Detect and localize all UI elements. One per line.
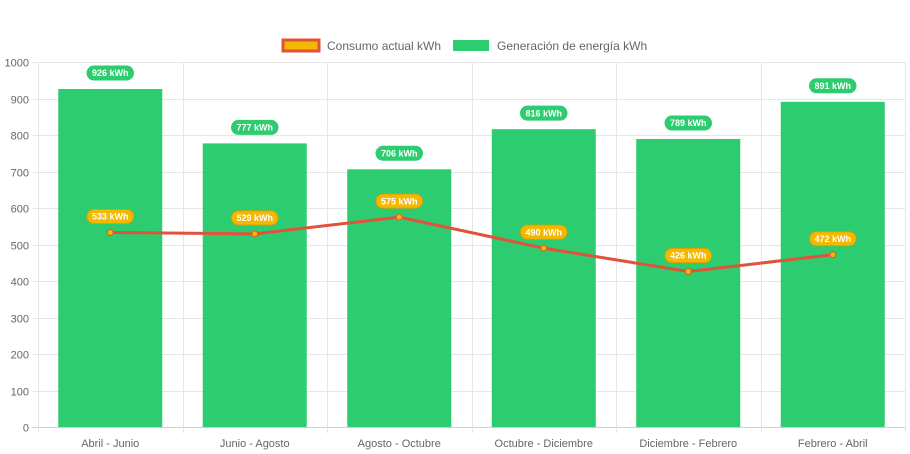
y-tick-label: 300 [11,314,29,326]
y-tick-label: 600 [11,204,29,216]
data-label: 891 kWh [808,78,857,94]
data-label-badge [86,65,135,81]
legend-item[interactable]: Consumo actual kWh [281,38,441,53]
data-label-text: 926 kWh [92,68,129,78]
consumption-line [110,215,833,274]
data-labels: 926 kWh 777 kWh 706 kWh 816 kWh 789 kWh 891 k… [86,65,857,264]
line-point [395,213,403,221]
data-label-text: 816 kWh [525,108,562,118]
data-label-text: 529 kWh [236,213,273,223]
y-tick-label: 400 [11,277,29,289]
bar [491,129,596,427]
legend-item[interactable]: Generación de energía kWh [453,39,647,53]
data-label-text: 490 kWh [525,227,562,237]
legend-swatch-consumo [281,38,321,53]
data-label-badge [375,193,424,209]
y-tick-label: 100 [11,387,29,399]
y-tick-label: 500 [11,241,29,253]
x-tick-label: Abril - Junio [81,438,139,450]
data-label: 926 kWh [86,65,135,81]
y-tick-label: 900 [11,95,29,107]
data-label-badge [664,248,713,264]
legend-swatch-generacion [453,40,490,51]
data-label-badge [664,115,713,131]
x-tick-label: Agosto - Octubre [358,438,441,450]
data-label-badge [230,210,279,226]
bar [58,89,163,427]
data-label-text: 533 kWh [92,212,129,222]
data-label-badge [375,145,424,161]
data-label-badge [230,119,279,135]
data-label: 533 kWh [86,208,135,224]
line-point [106,228,114,236]
data-label: 472 kWh [808,231,857,247]
data-label-badge [519,105,568,121]
line-point [684,268,692,276]
y-tick-label: 800 [11,131,29,143]
legend-label: Consumo actual kWh [327,39,441,53]
data-label: 426 kWh [664,248,713,264]
y-tick-label: 700 [11,168,29,180]
x-tick-label: Octubre - Diciembre [495,438,593,450]
data-label-text: 891 kWh [814,81,851,91]
data-label-text: 426 kWh [670,251,707,261]
line-series [106,213,837,276]
data-label-text: 575 kWh [381,196,418,206]
data-label: 816 kWh [519,105,568,121]
bar [780,101,885,427]
line-point [829,251,837,259]
legend-label: Generación de energía kWh [497,39,647,53]
data-label-text: 706 kWh [381,149,418,159]
grid [32,62,906,433]
data-label: 789 kWh [664,115,713,131]
data-label: 529 kWh [230,210,279,226]
data-label: 575 kWh [375,193,424,209]
x-tick-label: Junio - Agosto [220,438,290,450]
data-label-text: 777 kWh [236,123,273,133]
x-tick-label: Diciembre - Febrero [639,438,737,450]
line-point [540,244,548,252]
y-tick-label: 200 [11,350,29,362]
bar [347,169,452,427]
y-tick-label: 0 [23,423,29,435]
line-point [251,230,259,238]
data-label-badge [808,231,857,247]
data-label-badge [86,208,135,224]
data-label-text: 789 kWh [670,118,707,128]
bar [202,143,307,427]
data-label: 706 kWh [375,145,424,161]
bar [636,139,741,427]
axes: 0 100 200 300 400 500 600 700 800 900 1000 Abril - … [5,58,868,451]
data-label: 777 kWh [230,119,279,135]
data-label-text: 472 kWh [814,234,851,244]
x-tick-label: Febrero - Abril [798,438,868,450]
bar-series [58,89,885,427]
data-label-badge [808,78,857,94]
legend[interactable]: Consumo actual kWh Generación de energía … [281,38,647,53]
y-tick-label: 1000 [5,58,29,70]
data-label-badge [519,224,568,240]
data-label: 490 kWh [519,224,568,240]
